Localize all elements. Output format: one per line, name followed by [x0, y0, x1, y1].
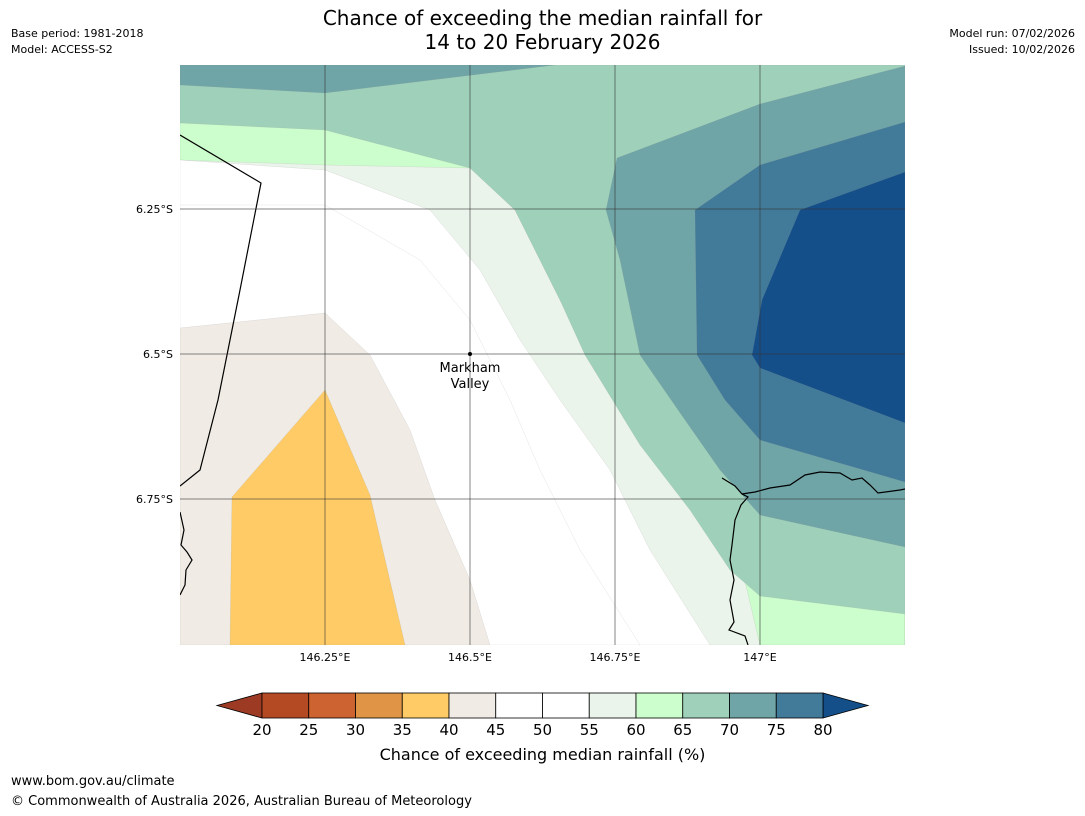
model-run: Model run: 07/02/2026 [949, 27, 1075, 40]
colorbar-tick-70: 70 [720, 721, 739, 739]
place-label-line-2: Valley [451, 377, 490, 392]
base-period: Base period: 1981-2018 [11, 27, 144, 40]
coastline-southwest [180, 511, 193, 596]
model-name: Model: ACCESS-S2 [11, 43, 113, 56]
colorbar-swatch-25-30 [308, 692, 356, 719]
colorbar-swatch-65-70 [682, 692, 730, 719]
chart-title: Chance of exceeding the median rainfall … [0, 6, 1085, 54]
colorbar-swatch-40-45 [448, 692, 497, 719]
title-line-2: 14 to 20 February 2026 [424, 30, 661, 54]
colorbar-swatch-60-65 [635, 692, 684, 719]
lat-label-6-5S: 6.5°S [143, 348, 173, 361]
coastline-west [180, 134, 262, 487]
band-35-40 [229, 389, 406, 645]
lat-label-6-75S: 6.75°S [136, 493, 173, 506]
colorbar-swatch-45-50 [495, 692, 543, 719]
latitude-labels: 6.25°S 6.5°S 6.75°S [136, 203, 173, 506]
colorbar-tick-20: 20 [252, 721, 271, 739]
colorbar-tick-55: 55 [580, 721, 599, 739]
colorbar-swatch-70-75 [729, 692, 777, 719]
colorbar-tick-50: 50 [533, 721, 552, 739]
meta-right: Model run: 07/02/2026 Issued: 10/02/2026 [949, 26, 1075, 58]
place-marker: Markham Valley [440, 352, 501, 392]
colorbar-tick-25: 25 [299, 721, 318, 739]
colorbar-swatch-75-80 [775, 692, 824, 719]
coastline-markham-bay [721, 477, 749, 645]
colorbar-tick-60: 60 [626, 721, 645, 739]
place-label-line-1: Markham [440, 361, 501, 376]
colorbar-tick-45: 45 [486, 721, 505, 739]
colorbar-swatch-20-25 [261, 692, 310, 719]
issued-date: Issued: 10/02/2026 [968, 43, 1075, 56]
lon-label-146-5E: 146.5°E [448, 651, 492, 664]
title-line-1: Chance of exceeding the median rainfall … [322, 6, 763, 30]
probability-shading [180, 65, 905, 645]
colorbar-swatch-50-55 [542, 692, 590, 719]
footer-copyright: © Commonwealth of Australia 2026, Austra… [11, 794, 472, 809]
lon-label-146-75E: 146.75°E [590, 651, 641, 664]
colorbar-extend-high [822, 692, 870, 719]
coastline-huon-gulf [741, 471, 905, 495]
colorbar-tick-40: 40 [439, 721, 458, 739]
colorbar-tick-65: 65 [673, 721, 692, 739]
longitude-labels: 146.25°E 146.5°E 146.75°E 147°E [300, 651, 777, 664]
colorbar-extend-low [215, 692, 263, 719]
lon-label-146-25E: 146.25°E [300, 651, 351, 664]
lon-label-147E: 147°E [743, 651, 776, 664]
coastline [180, 134, 905, 645]
graticule [180, 65, 905, 645]
colorbar-swatch-35-40 [401, 692, 450, 719]
meta-left: Base period: 1981-2018 Model: ACCESS-S2 [11, 26, 143, 58]
colorbar-swatch-30-35 [355, 692, 403, 719]
colorbar-tick-75: 75 [767, 721, 786, 739]
colorbar-tick-35: 35 [393, 721, 412, 739]
colorbar-swatch-55-60 [588, 692, 637, 719]
footer-url: www.bom.gov.au/climate [11, 774, 175, 789]
colorbar-tick-80: 80 [813, 721, 832, 739]
colorbar: 20 25 30 35 40 45 50 55 60 65 70 75 80 [215, 692, 870, 739]
colorbar-title: Chance of exceeding median rainfall (%) [379, 745, 706, 764]
place-dot [468, 352, 472, 356]
colorbar-tick-30: 30 [346, 721, 365, 739]
lat-label-6-25S: 6.25°S [136, 203, 173, 216]
